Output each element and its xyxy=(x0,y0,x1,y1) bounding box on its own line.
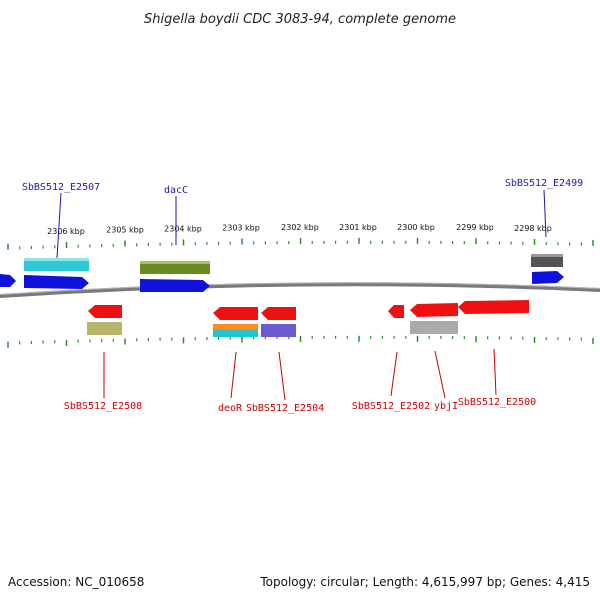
gene-SbBS512_E2504-arrow[interactable] xyxy=(261,307,296,320)
accession-text: Accession: NC_010658 xyxy=(8,575,145,589)
scale-tick-label: 2303 kbp xyxy=(222,224,260,233)
gene-SbBS512_E2499-feature[interactable] xyxy=(531,254,563,267)
callout-line-ybjI xyxy=(434,350,446,399)
gene-ybjI-arrow[interactable] xyxy=(410,303,458,317)
scale-tick-label: 2302 kbp xyxy=(281,223,319,232)
forward-gene-labels: SbBS512_E2507 dacC SbBS512_E2499 xyxy=(22,178,583,259)
scale-tick-label: 2306 kbp xyxy=(47,227,85,236)
gene-ybjI-feature[interactable] xyxy=(410,321,458,334)
genome-backbone-highlight xyxy=(0,282,600,295)
gene-label-SbBS512_E2508[interactable]: SbBS512_E2508 xyxy=(64,401,142,412)
outer-tick-ring xyxy=(7,237,594,250)
gene-label-SbBS512_E2504[interactable]: SbBS512_E2504 xyxy=(246,403,324,414)
gene-unlabeled-forward-arrow[interactable] xyxy=(0,274,16,287)
gene-SbBS512_E2508-feature[interactable] xyxy=(87,322,122,335)
scale-tick-label: 2305 kbp xyxy=(106,226,144,235)
inner-tick-ring xyxy=(7,335,594,348)
gene-deoR-arrow[interactable] xyxy=(213,307,258,320)
scale-tick-labels: 2306 kbp 2305 kbp 2304 kbp 2303 kbp 2302 kbp… xyxy=(47,223,552,236)
gene-label-ybjI[interactable]: ybjI xyxy=(434,401,458,412)
gene-dacC-arrow[interactable] xyxy=(140,279,210,292)
map-title: Shigella boydii CDC 3083-94, complete ge… xyxy=(144,12,456,27)
gene-SbBS512_E2507-arrow[interactable] xyxy=(24,275,89,289)
scale-tick-label: 2301 kbp xyxy=(339,223,377,232)
gene-label-dacC[interactable]: dacC xyxy=(164,185,188,196)
genome-backbone xyxy=(0,282,600,298)
gene-label-SbBS512_E2499[interactable]: SbBS512_E2499 xyxy=(505,178,583,189)
feature-highlight xyxy=(140,261,210,264)
scale-tick-label: 2298 kbp xyxy=(514,224,552,233)
callout-line-SbBS512_E2507 xyxy=(56,192,62,259)
callout-line-deoR xyxy=(230,351,237,399)
feature-highlight xyxy=(531,254,563,257)
gene-dacC-feature[interactable] xyxy=(140,261,210,274)
forward-strand-features xyxy=(0,254,564,292)
feature-highlight xyxy=(24,258,89,261)
gene-SbBS512_E2504-feature[interactable] xyxy=(261,324,296,337)
callout-line-SbBS512_E2499 xyxy=(543,189,547,238)
reverse-gene-labels: SbBS512_E2508 deoR SbBS512_E2504 SbBS512… xyxy=(64,348,536,414)
callout-line-SbBS512_E2500 xyxy=(493,348,497,396)
gene-label-deoR[interactable]: deoR xyxy=(218,403,243,414)
scale-tick-label: 2299 kbp xyxy=(456,223,494,232)
gene-SbBS512_E2500-arrow[interactable] xyxy=(458,300,529,314)
gene-SbBS512_E2499-arrow[interactable] xyxy=(532,271,564,284)
gene-label-SbBS512_E2500[interactable]: SbBS512_E2500 xyxy=(458,397,536,408)
gene-deoR-feature-2[interactable] xyxy=(213,330,258,337)
gene-label-SbBS512_E2502[interactable]: SbBS512_E2502 xyxy=(352,401,430,412)
gene-label-SbBS512_E2507[interactable]: SbBS512_E2507 xyxy=(22,182,100,193)
scale-tick-label: 2300 kbp xyxy=(397,223,435,232)
gene-SbBS512_E2502-arrow[interactable] xyxy=(388,305,404,318)
scale-tick-label: 2304 kbp xyxy=(164,224,202,233)
gene-SbBS512_E2508-arrow[interactable] xyxy=(88,305,122,318)
gene-SbBS512_E2507-feature[interactable] xyxy=(24,258,89,271)
genome-summary-text: Topology: circular; Length: 4,615,997 bp… xyxy=(260,575,590,589)
callout-line-SbBS512_E2504 xyxy=(278,351,286,401)
gene-deoR-feature[interactable] xyxy=(213,324,258,330)
reverse-strand-features xyxy=(87,300,529,337)
callout-line-SbBS512_E2502 xyxy=(390,351,398,397)
